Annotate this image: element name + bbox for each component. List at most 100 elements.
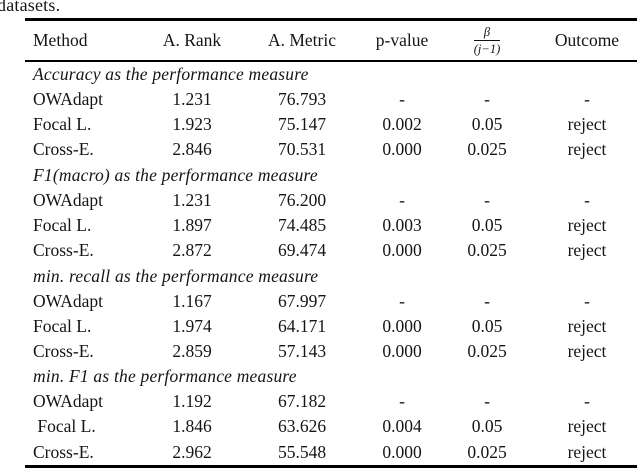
method-cell: Focal L.	[33, 114, 92, 135]
method-cell: Cross-E.	[33, 340, 94, 361]
metric-cell: 75.147	[277, 114, 327, 135]
rank-cell: 2.872	[172, 240, 212, 261]
outcome-cell: reject	[567, 214, 607, 235]
pvalue-cell: 0.000	[382, 315, 422, 336]
outcome-cell: -	[584, 189, 590, 210]
outcome-cell: reject	[567, 139, 607, 160]
pvalue-cell: 0.004	[382, 416, 422, 437]
table-row: OWAdapt 1.231 76.793 - - -	[25, 87, 637, 112]
pvalue-cell: 0.000	[382, 240, 422, 261]
section-title-min-f1: min. F1 as the performance measure	[33, 366, 297, 387]
outcome-cell: -	[584, 89, 590, 110]
rank-cell: 2.859	[172, 340, 212, 361]
beta-cell: 0.05	[471, 315, 503, 336]
pvalue-cell: 0.002	[382, 114, 422, 135]
table-header-rule	[25, 60, 637, 62]
section-title-accuracy: Accuracy as the performance measure	[33, 64, 309, 85]
table-row: Focal L. 1.897 74.485 0.003 0.05 reject	[25, 213, 637, 238]
method-cell: OWAdapt	[33, 391, 103, 412]
fraction-numerator: β	[483, 25, 491, 39]
fraction-bar	[473, 39, 501, 41]
column-header-method: Method	[33, 29, 88, 50]
rank-cell: 1.231	[172, 189, 212, 210]
beta-cell: 0.05	[471, 114, 503, 135]
rank-cell: 1.974	[172, 315, 212, 336]
outcome-cell: -	[584, 391, 590, 412]
outcome-cell: reject	[567, 416, 607, 437]
method-cell: OWAdapt	[33, 89, 103, 110]
metric-cell: 76.200	[277, 189, 327, 210]
column-header-rank: A. Rank	[162, 29, 222, 50]
metric-cell: 69.474	[277, 240, 327, 261]
pvalue-cell: 0.003	[382, 214, 422, 235]
beta-cell: 0.05	[471, 416, 503, 437]
outcome-cell: reject	[567, 315, 607, 336]
metric-cell: 63.626	[277, 416, 327, 437]
rank-cell: 1.923	[172, 114, 212, 135]
metric-cell: 76.793	[277, 89, 327, 110]
column-header-beta-fraction: β (j−1)	[437, 26, 537, 55]
pvalue-cell: -	[399, 290, 405, 311]
caption-fragment: datasets.	[0, 0, 61, 15]
method-cell: Cross-E.	[33, 240, 94, 261]
table-row: Focal L. 1.923 75.147 0.002 0.05 reject	[25, 112, 637, 137]
column-header-metric: A. Metric	[267, 29, 337, 50]
beta-cell: 0.025	[467, 441, 507, 462]
outcome-cell: -	[584, 290, 590, 311]
method-cell: OWAdapt	[33, 290, 103, 311]
outcome-cell: reject	[567, 340, 607, 361]
table-row: OWAdapt 1.167 67.997 - - -	[25, 289, 637, 314]
pvalue-cell: -	[399, 89, 405, 110]
table-row: Focal L. 1.974 64.171 0.000 0.05 reject	[25, 314, 637, 339]
beta-cell: -	[484, 290, 490, 311]
beta-cell: -	[484, 89, 490, 110]
outcome-cell: reject	[567, 114, 607, 135]
pvalue-cell: -	[399, 189, 405, 210]
beta-cell: 0.05	[471, 214, 503, 235]
rank-cell: 2.962	[172, 441, 212, 462]
table-row: Cross-E. 2.962 55.548 0.000 0.025 reject	[25, 440, 637, 465]
section-title-f1-macro: F1(macro) as the performance measure	[33, 164, 318, 185]
table-row: OWAdapt 1.231 76.200 - - -	[25, 188, 637, 213]
metric-cell: 57.143	[277, 340, 327, 361]
table-body: Accuracy as the performance measure OWAd…	[25, 62, 637, 465]
pvalue-cell: -	[399, 391, 405, 412]
method-cell: Cross-E.	[33, 441, 94, 462]
pvalue-cell: 0.000	[382, 139, 422, 160]
table-row: OWAdapt 1.192 67.182 - - -	[25, 389, 637, 414]
column-header-outcome: Outcome	[554, 29, 620, 50]
rank-cell: 1.897	[172, 214, 212, 235]
table-top-rule	[25, 18, 637, 21]
rank-cell: 2.846	[172, 139, 212, 160]
table-row: Cross-E. 2.872 69.474 0.000 0.025 reject	[25, 238, 637, 263]
method-cell: Focal L.	[33, 416, 96, 437]
metric-cell: 67.997	[277, 290, 327, 311]
outcome-cell: reject	[567, 240, 607, 261]
method-cell: Focal L.	[33, 214, 92, 235]
method-cell: Cross-E.	[33, 139, 94, 160]
metric-cell: 64.171	[277, 315, 327, 336]
fraction-denominator: (j−1)	[473, 41, 501, 56]
metric-cell: 67.182	[277, 391, 327, 412]
table-row: Cross-E. 2.859 57.143 0.000 0.025 reject	[25, 339, 637, 364]
metric-cell: 55.548	[277, 441, 327, 462]
beta-cell: -	[484, 189, 490, 210]
rank-cell: 1.231	[172, 89, 212, 110]
beta-cell: 0.025	[467, 240, 507, 261]
beta-cell: 0.025	[467, 139, 507, 160]
table-row: Cross-E. 2.846 70.531 0.000 0.025 reject	[25, 138, 637, 163]
outcome-cell: reject	[567, 441, 607, 462]
table-bottom-rule	[25, 465, 637, 468]
beta-cell: -	[484, 391, 490, 412]
rank-cell: 1.846	[172, 416, 212, 437]
beta-fraction: β (j−1)	[473, 25, 501, 56]
rank-cell: 1.167	[172, 290, 212, 311]
metric-cell: 74.485	[277, 214, 327, 235]
section-title-min-recall: min. recall as the performance measure	[33, 265, 319, 286]
pvalue-cell: 0.000	[382, 441, 422, 462]
beta-cell: 0.025	[467, 340, 507, 361]
pvalue-cell: 0.000	[382, 340, 422, 361]
table-header-row: Method A. Rank A. Metric p-value β (j−1)…	[25, 21, 637, 60]
metric-cell: 70.531	[277, 139, 327, 160]
